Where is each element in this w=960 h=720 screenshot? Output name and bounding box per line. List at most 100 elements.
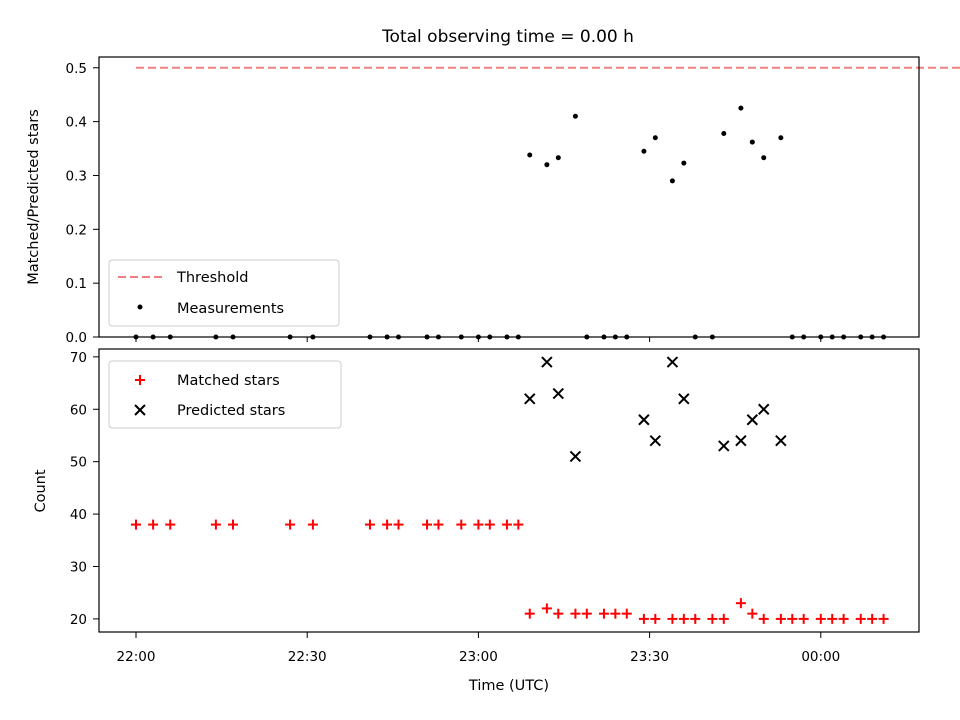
matched-point <box>581 608 592 619</box>
predicted-point <box>718 440 730 452</box>
bottom-y-tick-label: 70 <box>70 350 87 366</box>
measurement-point <box>681 160 687 166</box>
matched-legend-label: Matched stars <box>177 373 280 389</box>
matched-point <box>707 613 718 624</box>
bottom-panel: 20304050607022:0022:3023:0023:3000:0000:… <box>33 348 920 694</box>
x-axis-title: Time (UTC) <box>468 678 549 694</box>
bottom-legend: Matched stars Predicted stars <box>108 360 342 429</box>
x-tick-label: 00:00 <box>801 649 840 665</box>
predicted-point <box>638 414 650 426</box>
matched-point <box>827 613 838 624</box>
predicted-legend-label: Predicted stars <box>177 403 285 419</box>
bottom-y-tick-label: 20 <box>70 612 87 628</box>
matched-point <box>285 519 296 530</box>
matched-point <box>747 608 758 619</box>
top-y-tick-label: 0.0 <box>66 330 87 346</box>
matched-point <box>228 519 239 530</box>
matched-point <box>210 519 221 530</box>
measurement-point <box>555 155 561 161</box>
predicted-point <box>524 393 536 405</box>
matched-point <box>775 613 786 624</box>
matched-point <box>621 608 632 619</box>
matched-point <box>650 613 661 624</box>
measurement-point <box>761 155 767 161</box>
matched-point <box>307 519 318 530</box>
measurement-point <box>669 178 675 184</box>
matched-point <box>501 519 512 530</box>
predicted-point <box>775 435 787 447</box>
predicted-point <box>735 435 747 447</box>
measurement-point <box>641 148 647 154</box>
matched-point <box>718 613 729 624</box>
predicted-point <box>746 414 759 426</box>
matched-point <box>690 613 701 624</box>
matched-point <box>148 519 159 530</box>
matched-legend-swatch <box>135 375 145 385</box>
matched-point <box>131 519 141 530</box>
matched-point <box>382 519 393 530</box>
predicted-point <box>678 393 690 405</box>
top-y-tick-label: 0.5 <box>66 61 87 77</box>
bottom-y-tick-label: 30 <box>70 559 87 575</box>
measurement-point <box>721 130 727 136</box>
predicted-point <box>649 435 662 447</box>
measurement-point <box>527 152 533 158</box>
top-y-tick-label: 0.2 <box>66 222 87 238</box>
matched-point <box>473 519 484 530</box>
top-legend: Threshold Measurements <box>108 259 340 327</box>
x-tick-label: 23:00 <box>459 649 498 665</box>
top-legend-frame <box>108 259 340 327</box>
matched-point <box>598 608 609 619</box>
matched-point <box>678 613 689 624</box>
x-tick-label: 22:30 <box>288 649 327 665</box>
predicted-legend-swatch <box>134 404 146 416</box>
measurement-point <box>749 139 755 145</box>
matched-point <box>553 608 564 619</box>
x-tick-label: 22:00 <box>117 649 156 665</box>
matched-point <box>393 519 404 530</box>
matched-point <box>798 613 809 624</box>
chart-title: Total observing time = 0.00 h <box>381 27 634 47</box>
threshold-legend-label: Threshold <box>176 270 248 286</box>
bottom-plot-frame <box>98 348 920 633</box>
matched-point <box>787 613 798 624</box>
matched-point <box>815 613 826 624</box>
bottom-y-axis-title: Count <box>33 469 49 512</box>
matched-point <box>570 608 581 619</box>
predicted-point <box>758 403 770 415</box>
matched-point <box>878 613 889 624</box>
predicted-point <box>666 356 679 368</box>
predicted-point <box>569 450 582 463</box>
matched-point <box>364 519 375 530</box>
bottom-y-tick-label: 50 <box>70 455 87 471</box>
matched-point <box>610 608 621 619</box>
top-panel: 0.0 0.1 0.2 0.3 0.4 0.5 Matched/Predicted sta… <box>26 56 960 346</box>
top-y-tick-label: 0.3 <box>66 168 87 184</box>
x-tick-label: 23:30 <box>630 649 669 665</box>
bottom-y-tick-label: 60 <box>70 402 87 418</box>
bottom-legend-frame <box>108 360 342 429</box>
measurement-point <box>652 135 658 141</box>
measurements-legend-label: Measurements <box>177 301 284 317</box>
measurement-point <box>738 105 744 111</box>
matched-point <box>638 613 649 624</box>
matched-point <box>456 519 467 530</box>
top-plot-frame <box>98 56 920 338</box>
matched-point <box>165 519 176 530</box>
matched-point <box>735 598 746 609</box>
bottom-y-tick-label: 40 <box>70 507 87 523</box>
matched-point <box>524 608 535 619</box>
matched-point <box>433 519 444 530</box>
matched-point <box>758 613 769 624</box>
matched-point <box>838 613 849 624</box>
top-y-tick-label: 0.1 <box>66 276 87 292</box>
matched-point <box>513 519 524 530</box>
matched-point <box>484 519 495 530</box>
top-y-axis-title: Matched/Predicted stars <box>26 109 42 285</box>
matched-point <box>422 519 433 530</box>
measurement-point <box>544 162 550 168</box>
matched-point <box>855 613 866 624</box>
top-y-tick-label: 0.4 <box>66 115 87 131</box>
measurement-point <box>778 135 784 141</box>
